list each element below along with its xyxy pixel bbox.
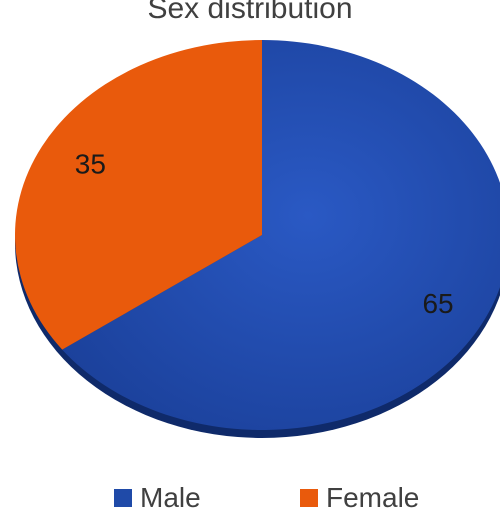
pie-slice-female (14, 40, 262, 350)
data-label-female: 35 (75, 148, 106, 179)
legend-label-female: Female (326, 482, 420, 513)
legend-swatch-male (114, 489, 132, 507)
pie-slice-male (62, 40, 500, 430)
legend-item-male: Male (114, 478, 201, 518)
legend: Male Female (0, 478, 500, 518)
data-label-male: 65 (422, 288, 453, 319)
chart-title: Sex distribution (147, 0, 353, 25)
legend-swatch-female (300, 489, 318, 507)
legend-label-male: Male (140, 482, 201, 513)
pie-chart: 65 35 (14, 40, 500, 438)
legend-item-female: Female (300, 478, 419, 518)
